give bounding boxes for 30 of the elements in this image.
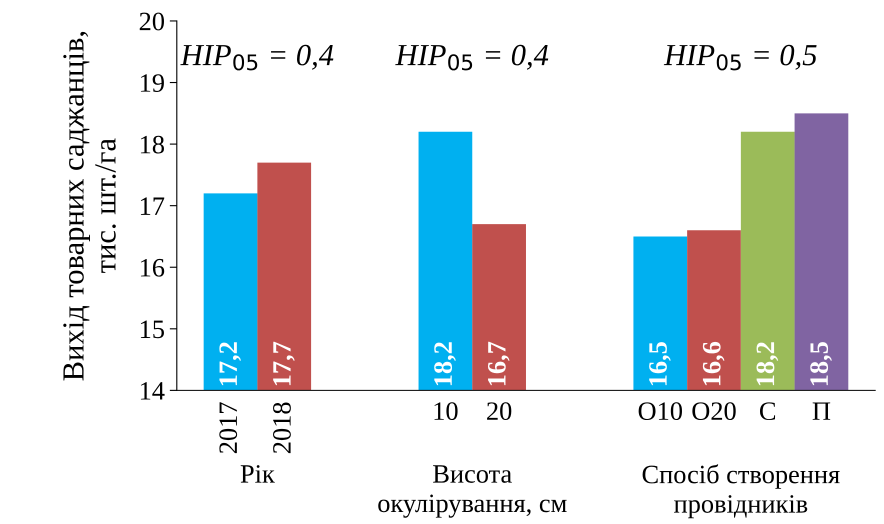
x-tick-label: 2017 (219, 402, 238, 454)
y-tick-label: 19 (140, 74, 164, 92)
x-tick-label: 20 (487, 402, 512, 420)
data-label: 16,7 (488, 342, 510, 386)
x-tick-label: С (760, 402, 776, 420)
y-axis-title: Вихід товарних саджанців, тис. шт./га (63, 32, 116, 380)
text: Спосіб створення провідників (642, 464, 840, 518)
annotation: HIP$_{05}$ = 0,4 (395, 44, 548, 70)
x-tick-label: O10 (638, 402, 682, 420)
y-tick-label: 18 (140, 136, 164, 154)
x-tick-label: O20 (692, 402, 736, 420)
annotation: HIP$_{05}$ = 0,5 (664, 44, 817, 70)
data-label: 18,2 (756, 342, 778, 386)
y-tick-label: 14 (140, 382, 165, 400)
y-tick-label: 17 (140, 197, 164, 215)
data-label: 18,2 (434, 342, 456, 386)
x-tick-label: 10 (434, 402, 458, 420)
data-label: 16,6 (702, 342, 724, 386)
data-label: 18,5 (810, 342, 832, 386)
data-label: 17,7 (273, 342, 295, 386)
annotation: HIP$_{05}$ = 0,4 (180, 44, 334, 70)
x-tick-label: П (812, 402, 830, 420)
text: Рік (240, 465, 275, 483)
y-tick-label: 20 (140, 12, 164, 30)
y-tick-label: 16 (140, 258, 164, 277)
text: Висота окулірування, см (378, 465, 567, 518)
data-label: 17,2 (219, 342, 241, 386)
x-tick-label: 2018 (273, 402, 291, 454)
y-tick-label: 15 (140, 320, 164, 338)
data-label: 16,5 (649, 342, 671, 386)
